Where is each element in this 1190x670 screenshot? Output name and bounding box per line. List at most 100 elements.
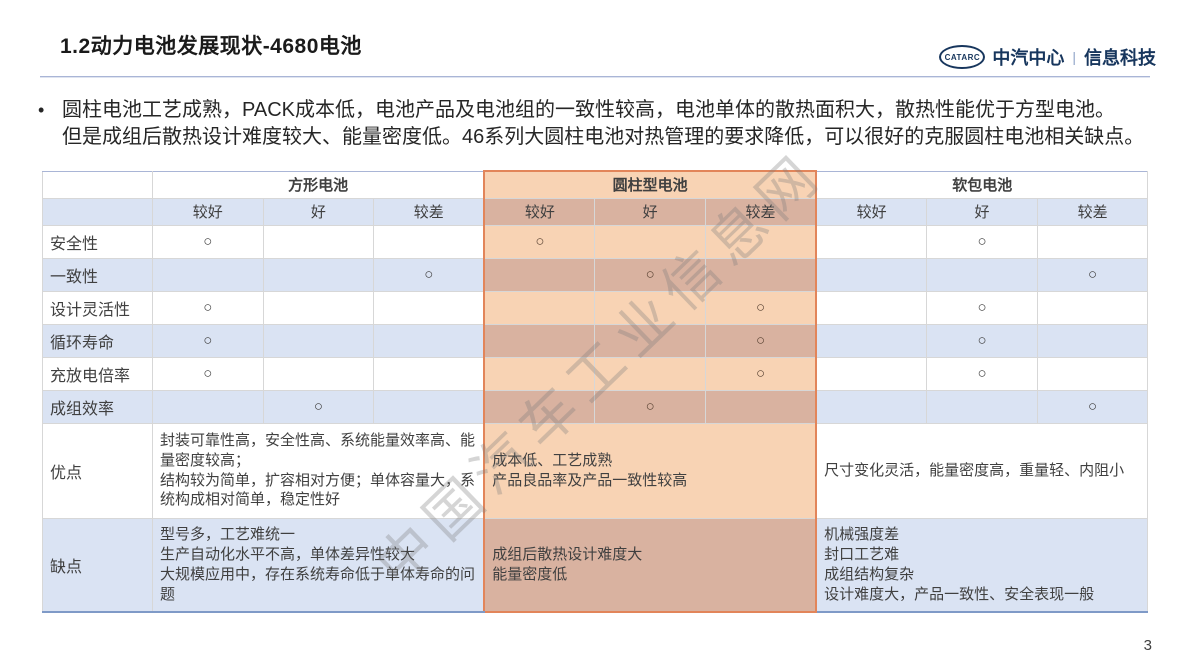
row-label: 成组效率 xyxy=(42,389,153,424)
row-label: 优点 xyxy=(42,422,153,519)
rating-cell: ○ xyxy=(704,290,818,325)
rating-cell xyxy=(815,389,928,424)
rating-cell: ○ xyxy=(926,356,1038,391)
rating-cell: ○ xyxy=(1036,257,1149,292)
rating-cell xyxy=(815,356,928,391)
table-row-grouping-efficiency: 成组效率 ○ ○ ○ xyxy=(42,389,1149,424)
rating-cell xyxy=(262,224,375,259)
logo-separator: | xyxy=(1072,49,1076,65)
rating-cell: ○ xyxy=(926,224,1038,259)
advantages-square-cell: 封装可靠性高，安全性高、系统能量效率高、能量密度较高； 结构较为简单，扩容相对方… xyxy=(152,422,485,519)
logo-brand-text: 中汽中心 xyxy=(992,48,1065,68)
subheader-cell: 好 xyxy=(262,197,375,226)
page-number: 3 xyxy=(1143,637,1152,654)
rating-cell: ○ xyxy=(926,323,1038,358)
logo-division-text: 信息科技 xyxy=(1084,48,1156,68)
rating-cell: ○ xyxy=(926,290,1038,325)
battery-comparison-table: 方形电池 圆柱型电池 软包电池 较好 好 较差 较好 好 较差 较好 好 较差 … xyxy=(42,170,1149,613)
rating-cell xyxy=(815,323,928,358)
rating-cell xyxy=(373,356,485,391)
row-label: 充放电倍率 xyxy=(42,356,153,391)
rating-cell xyxy=(704,224,818,259)
group-header-square: 方形电池 xyxy=(152,170,485,199)
subheader-cell: 好 xyxy=(594,197,706,226)
advantages-cylindrical-cell: 成本低、工艺成熟 产品良品率及产品一致性较高 xyxy=(483,422,818,519)
table-row-consistency: 一致性 ○ ○ ○ xyxy=(42,257,1149,292)
bullet-point: • 圆柱电池工艺成熟，PACK成本低，电池产品及电池组的一致性较高，电池单体的散… xyxy=(38,97,1154,151)
rating-cell xyxy=(815,224,928,259)
bullet-line-1: 圆柱电池工艺成熟，PACK成本低，电池产品及电池组的一致性较高，电池单体的散热面… xyxy=(62,99,1115,121)
rating-cell: ○ xyxy=(483,224,596,259)
row-label: 安全性 xyxy=(42,224,153,259)
rating-cell xyxy=(815,290,928,325)
rating-cell: ○ xyxy=(152,290,264,325)
rating-cell xyxy=(483,257,596,292)
rating-cell xyxy=(152,389,264,424)
rating-cell: ○ xyxy=(704,323,818,358)
catarc-badge-icon: CATARC xyxy=(939,45,986,69)
corner-cell xyxy=(42,170,153,199)
rating-cell xyxy=(152,257,264,292)
rating-cell xyxy=(1036,224,1149,259)
subheader-cell: 较差 xyxy=(373,197,485,226)
rating-cell xyxy=(704,257,818,292)
subheader-cell: 较好 xyxy=(483,197,596,226)
subheader-row: 较好 好 较差 较好 好 较差 较好 好 较差 xyxy=(42,197,1149,226)
rating-cell xyxy=(262,356,375,391)
advantages-row: 优点 封装可靠性高，安全性高、系统能量效率高、能量密度较高； 结构较为简单，扩容… xyxy=(42,422,1149,519)
rating-cell xyxy=(926,257,1038,292)
rating-cell xyxy=(262,323,375,358)
group-header-row: 方形电池 圆柱型电池 软包电池 xyxy=(42,170,1149,199)
rating-cell xyxy=(815,257,928,292)
rating-cell xyxy=(594,323,706,358)
group-header-pouch: 软包电池 xyxy=(815,170,1149,199)
title-divider xyxy=(40,76,1150,78)
disadvantages-square-cell: 型号多，工艺难统一 生产自动化水平不高，单体差异性较大 大规模应用中，存在系统寿… xyxy=(152,517,485,613)
row-label: 设计灵活性 xyxy=(42,290,153,325)
bullet-text: 圆柱电池工艺成熟，PACK成本低，电池产品及电池组的一致性较高，电池单体的散热面… xyxy=(62,97,1154,151)
rating-cell xyxy=(262,290,375,325)
advantages-pouch-cell: 尺寸变化灵活，能量密度高，重量轻、内阻小 xyxy=(815,422,1149,519)
rating-cell xyxy=(1036,323,1149,358)
disadvantages-cylindrical-cell: 成组后散热设计难度大 能量密度低 xyxy=(483,517,818,613)
subheader-cell: 较好 xyxy=(815,197,928,226)
rating-cell xyxy=(483,323,596,358)
disadvantages-row: 缺点 型号多，工艺难统一 生产自动化水平不高，单体差异性较大 大规模应用中，存在… xyxy=(42,517,1149,613)
subheader-cell: 较好 xyxy=(152,197,264,226)
row-label: 循环寿命 xyxy=(42,323,153,358)
table-row-safety: 安全性 ○ ○ ○ xyxy=(42,224,1149,259)
rating-cell xyxy=(594,224,706,259)
rating-cell xyxy=(483,389,596,424)
catarc-logo: CATARC 中汽中心 | 信息科技 xyxy=(939,44,1156,70)
rating-cell xyxy=(1036,290,1149,325)
rating-cell: ○ xyxy=(373,257,485,292)
rating-cell: ○ xyxy=(594,389,706,424)
table-row-cycle-life: 循环寿命 ○ ○ ○ xyxy=(42,323,1149,358)
rating-cell xyxy=(373,323,485,358)
disadvantages-pouch-cell: 机械强度差 封口工艺难 成组结构复杂 设计难度大，产品一致性、安全表现一般 xyxy=(815,517,1149,613)
bullet-line-2: 但是成组后散热设计难度较大、能量密度低。46系列大圆柱电池对热管理的要求降低，可… xyxy=(62,126,1145,148)
rating-cell xyxy=(926,389,1038,424)
rating-cell xyxy=(704,389,818,424)
rating-cell xyxy=(594,290,706,325)
row-label: 一致性 xyxy=(42,257,153,292)
rating-cell: ○ xyxy=(704,356,818,391)
table-row-design-flexibility: 设计灵活性 ○ ○ ○ xyxy=(42,290,1149,325)
rating-cell xyxy=(483,290,596,325)
rating-cell xyxy=(373,389,485,424)
rating-cell: ○ xyxy=(594,257,706,292)
rating-cell: ○ xyxy=(152,356,264,391)
row-label: 缺点 xyxy=(42,517,153,613)
rating-cell xyxy=(262,257,375,292)
rating-cell: ○ xyxy=(1036,389,1149,424)
rating-cell xyxy=(594,356,706,391)
table-row-charge-rate: 充放电倍率 ○ ○ ○ xyxy=(42,356,1149,391)
rating-cell: ○ xyxy=(152,323,264,358)
subheader-cell: 好 xyxy=(926,197,1038,226)
rating-cell: ○ xyxy=(152,224,264,259)
subheader-cell: 较差 xyxy=(704,197,818,226)
group-header-cylindrical: 圆柱型电池 xyxy=(483,170,818,199)
rating-cell: ○ xyxy=(262,389,375,424)
page-title: 1.2动力电池发展现状-4680电池 xyxy=(60,35,362,58)
